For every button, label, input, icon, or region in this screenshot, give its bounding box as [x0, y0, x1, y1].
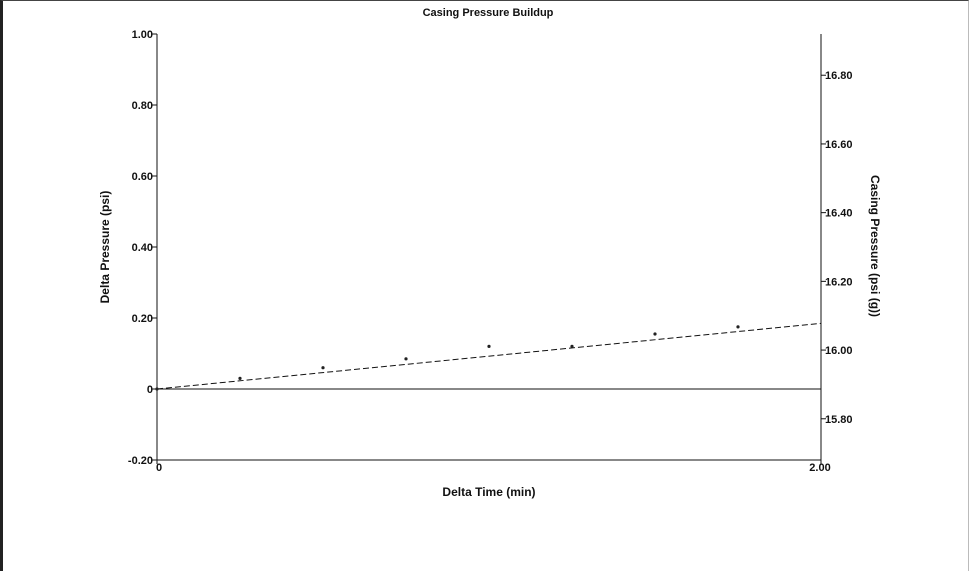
- left-y-tick-label: 0.20: [132, 313, 153, 325]
- right-y-tick-label: 16.20: [825, 276, 853, 288]
- right-y-tick-label: 16.60: [825, 139, 853, 151]
- left-y-tick-label: 0.40: [132, 242, 153, 254]
- right-y-tick-label: 15.80: [825, 414, 853, 426]
- data-point: [487, 344, 491, 348]
- data-point: [155, 387, 159, 391]
- right-y-ticks: 15.80 16.00 16.20 16.40 16.60 16.80: [821, 70, 853, 426]
- left-y-tick-label: 0.80: [132, 100, 153, 112]
- data-points: [155, 325, 740, 391]
- right-y-tick-label: 16.80: [825, 70, 853, 82]
- left-y-tick-label: 1.00: [132, 29, 153, 41]
- data-point: [653, 332, 657, 336]
- data-point: [238, 376, 242, 380]
- left-y-tick-label: 0: [147, 384, 153, 396]
- data-point: [321, 366, 325, 370]
- trend-line: [156, 322, 822, 390]
- data-point: [570, 344, 574, 348]
- left-y-ticks: -0.20 0 0.20 0.40 0.60 0.80 1.00: [128, 29, 157, 467]
- left-y-tick-label: 0.60: [132, 171, 153, 183]
- data-point: [404, 357, 408, 361]
- x-tick-label: 2.00: [809, 462, 830, 474]
- left-y-tick-label: -0.20: [128, 455, 153, 467]
- x-ticks: 0 2.00: [156, 460, 831, 474]
- left-y-axis-label: Delta Pressure (psi): [98, 191, 112, 304]
- data-point: [736, 325, 740, 329]
- right-y-tick-label: 16.00: [825, 345, 853, 357]
- x-axis-label: Delta Time (min): [442, 485, 535, 499]
- right-y-tick-label: 16.40: [825, 208, 853, 220]
- x-tick-label: 0: [156, 462, 162, 474]
- chart-title: Casing Pressure Buildup: [423, 7, 554, 19]
- right-y-axis-label: Casing Pressure (psi (g)): [868, 175, 882, 317]
